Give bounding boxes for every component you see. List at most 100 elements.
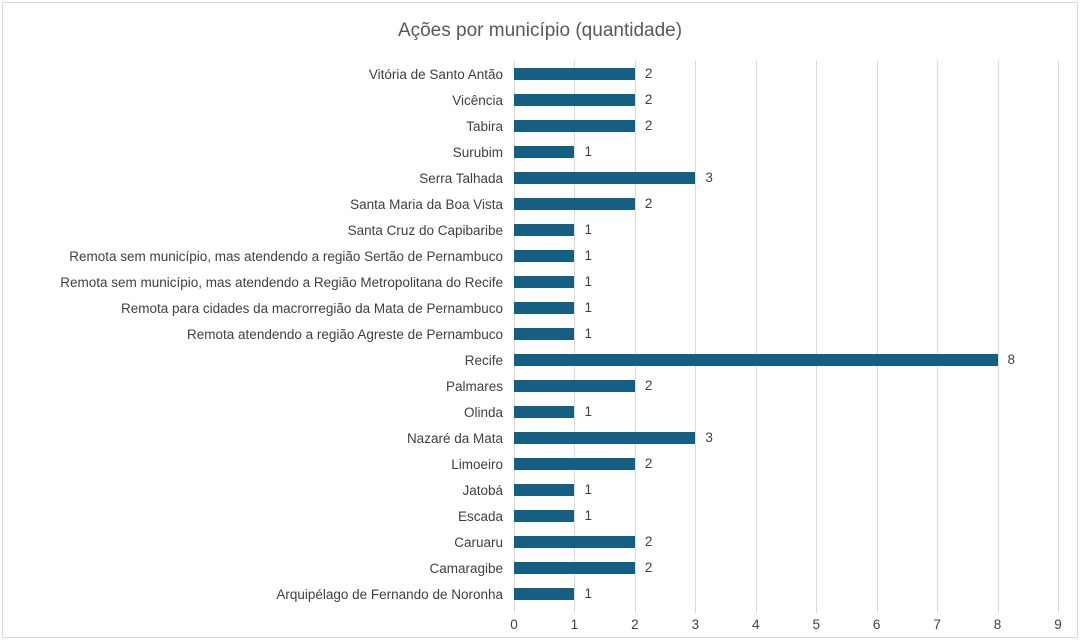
bar-row: 1	[514, 139, 1058, 165]
category-axis: Vitória de Santo Antão Vicência Tabira Suru…	[3, 61, 514, 637]
gridline	[634, 61, 636, 613]
bar	[514, 380, 635, 392]
bar-row: 3	[514, 165, 1058, 191]
bar	[514, 406, 575, 418]
bar	[514, 328, 575, 340]
bar	[514, 250, 575, 262]
category-label: Santa Cruz do Capibaribe	[347, 222, 503, 238]
bar	[514, 198, 635, 210]
data-label: 1	[584, 300, 592, 316]
bar	[514, 484, 575, 496]
plot-area: 2 2 2 1 3 2 1 1 1 1 1 8 2 1 3 2 1 1 2 2 1	[514, 61, 1059, 613]
bar	[514, 276, 575, 288]
bar-row: 1	[514, 321, 1058, 347]
data-label: 2	[644, 456, 653, 472]
bar-row: 8	[514, 347, 1058, 373]
gridline	[574, 61, 576, 613]
data-label: 1	[584, 404, 592, 420]
bar	[514, 354, 998, 366]
data-label: 1	[584, 222, 592, 238]
data-label: 2	[644, 118, 653, 134]
x-tick-label: 7	[933, 617, 941, 632]
bar-row: 1	[514, 217, 1058, 243]
bar	[514, 302, 575, 314]
data-label: 1	[584, 326, 592, 342]
x-tick-label: 1	[570, 617, 579, 632]
data-label: 1	[584, 586, 592, 602]
bar	[514, 432, 696, 444]
category-label: Limoeiro	[451, 456, 503, 472]
category-label: Nazaré da Mata	[406, 430, 503, 446]
data-label: 2	[644, 196, 653, 212]
category-label: Remota sem município, mas atendendo a re…	[69, 248, 503, 264]
bar-row: 1	[514, 243, 1058, 269]
data-label: 1	[584, 482, 592, 498]
bar-row: 2	[514, 87, 1058, 113]
bar-row: 1	[514, 399, 1058, 425]
category-label: Recife	[464, 352, 503, 368]
bar-row: 1	[514, 581, 1058, 607]
x-tick-label: 8	[993, 617, 1002, 632]
bar	[514, 562, 635, 574]
category-label: Surubim	[452, 144, 503, 160]
category-label: Caruaru	[454, 534, 503, 550]
data-label: 1	[584, 248, 592, 264]
data-label: 3	[705, 430, 713, 446]
bars-layer: 2 2 2 1 3 2 1 1 1 1 1 8 2 1 3 2 1 1 2 2 1	[514, 61, 1058, 607]
x-tick-label: 3	[691, 617, 700, 632]
data-label: 2	[644, 66, 653, 82]
bar-row: 2	[514, 373, 1058, 399]
category-label: Camaragibe	[429, 560, 503, 576]
data-label: 2	[644, 560, 653, 576]
x-tick-label: 2	[631, 617, 639, 632]
x-tick-label: 6	[872, 617, 881, 632]
bar-row: 2	[514, 555, 1058, 581]
bar-row: 1	[514, 503, 1058, 529]
data-label: 1	[584, 508, 592, 524]
gridline	[876, 61, 878, 613]
category-label: Vitória de Santo Antão	[368, 66, 503, 82]
x-tick-label: 9	[1054, 617, 1062, 632]
bar	[514, 94, 635, 106]
bar	[514, 172, 696, 184]
gridline	[816, 61, 818, 613]
bar	[514, 458, 635, 470]
gridline	[695, 61, 697, 613]
bar	[514, 146, 575, 158]
category-label: Tabira	[466, 118, 503, 134]
bar-row: 2	[514, 113, 1058, 139]
data-label: 1	[584, 144, 592, 160]
bar-row: 1	[514, 269, 1058, 295]
data-label: 8	[1007, 352, 1016, 368]
category-label: Arquipélago de Fernando de Noronha	[276, 586, 503, 602]
data-label: 2	[644, 534, 653, 550]
bar-row: 2	[514, 191, 1058, 217]
bar	[514, 536, 635, 548]
chart-title: Ações por município (quantidade)	[397, 20, 683, 41]
x-tick-label: 5	[812, 617, 820, 632]
gridline	[997, 61, 999, 613]
bar-row: 1	[514, 295, 1058, 321]
bar	[514, 68, 635, 80]
x-tick-label: 0	[510, 617, 518, 632]
category-label: Vicência	[452, 92, 503, 108]
data-label: 3	[705, 170, 713, 186]
bar-row: 2	[514, 451, 1058, 477]
category-label: Jatobá	[462, 482, 503, 498]
bar-row: 2	[514, 61, 1058, 87]
category-label: Palmares	[445, 378, 503, 394]
category-label: Escada	[457, 508, 503, 524]
category-label: Olinda	[463, 404, 503, 420]
category-label: Santa Maria da Boa Vista	[350, 196, 503, 212]
data-label: 2	[644, 92, 653, 108]
x-tick-label: 4	[752, 617, 760, 632]
category-label: Remota atendendo a região Agreste de Per…	[187, 326, 503, 342]
bar	[514, 120, 635, 132]
gridline	[1058, 61, 1059, 613]
chart-body: Vitória de Santo Antão Vicência Tabira Suru…	[3, 61, 1077, 637]
bar	[514, 224, 575, 236]
category-label: Remota para cidades da macrorregião da M…	[121, 300, 503, 316]
gridline	[755, 61, 757, 613]
data-label: 2	[644, 378, 653, 394]
